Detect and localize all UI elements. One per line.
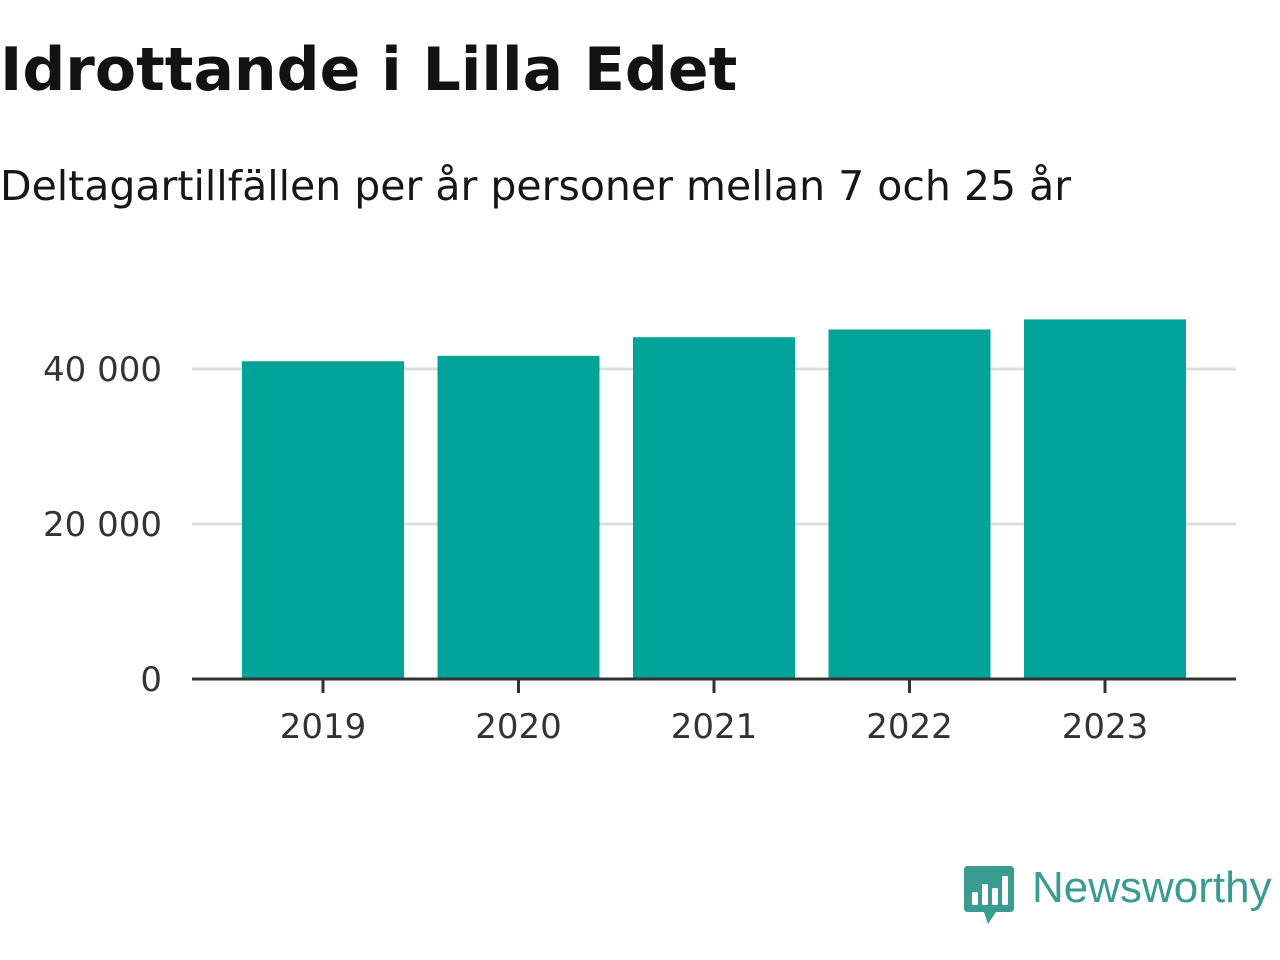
x-tick-label: 2023 bbox=[1062, 707, 1149, 747]
chart-title: Idrottande i Lilla Edet bbox=[0, 35, 738, 105]
bar-2023 bbox=[1024, 319, 1186, 679]
bar-2022 bbox=[828, 329, 991, 679]
bar-2019 bbox=[242, 361, 404, 679]
x-tick-label: 2020 bbox=[475, 707, 562, 747]
chart-subtitle: Deltagartillfällen per år personer mella… bbox=[0, 162, 1072, 210]
tick-labels: 0 20 000 40 000 2019 2020 2021 2022 2023 bbox=[43, 350, 1148, 747]
x-axis bbox=[192, 677, 1236, 693]
bars bbox=[242, 319, 1186, 679]
x-tick-label: 2021 bbox=[671, 707, 758, 747]
x-tick-label: 2019 bbox=[280, 707, 367, 747]
newsworthy-logo: Newsworthy bbox=[962, 864, 1272, 928]
bar-2021 bbox=[633, 337, 795, 679]
bar-2020 bbox=[437, 355, 600, 679]
brand-name: Newsworthy bbox=[1032, 863, 1272, 912]
y-tick-label: 0 bbox=[140, 660, 162, 700]
y-tick-label: 40 000 bbox=[43, 350, 162, 390]
bar-chart-speech-bubble-icon bbox=[964, 866, 1014, 924]
x-tick-label: 2022 bbox=[866, 707, 953, 747]
y-tick-label: 20 000 bbox=[43, 505, 162, 545]
